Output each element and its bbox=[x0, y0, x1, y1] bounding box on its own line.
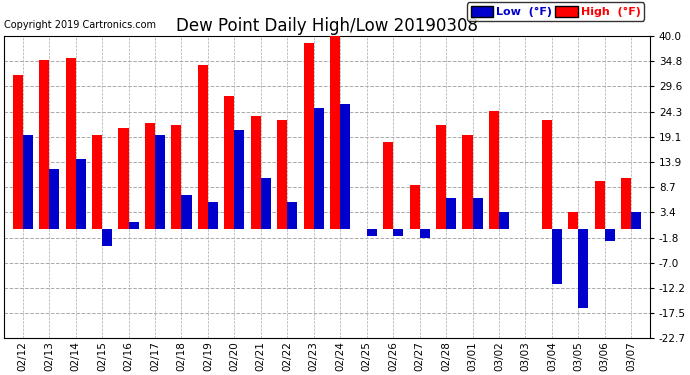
Bar bbox=[542, 120, 552, 229]
Bar bbox=[330, 36, 340, 229]
Bar bbox=[208, 202, 218, 229]
Bar bbox=[314, 108, 324, 229]
Bar bbox=[49, 169, 59, 229]
Bar bbox=[235, 130, 244, 229]
Bar bbox=[446, 198, 456, 229]
Bar bbox=[12, 75, 23, 229]
Bar bbox=[340, 104, 351, 229]
Bar bbox=[462, 135, 473, 229]
Bar bbox=[304, 44, 314, 229]
Bar bbox=[499, 212, 509, 229]
Bar bbox=[473, 198, 482, 229]
Bar bbox=[198, 65, 208, 229]
Bar bbox=[102, 229, 112, 246]
Bar bbox=[128, 222, 139, 229]
Bar bbox=[224, 96, 235, 229]
Bar bbox=[410, 186, 420, 229]
Bar bbox=[489, 111, 499, 229]
Bar bbox=[436, 125, 446, 229]
Bar bbox=[277, 120, 287, 229]
Bar bbox=[420, 229, 430, 237]
Bar bbox=[92, 135, 102, 229]
Bar bbox=[631, 212, 641, 229]
Bar bbox=[595, 181, 605, 229]
Bar bbox=[119, 128, 128, 229]
Bar bbox=[605, 229, 615, 241]
Bar bbox=[171, 125, 181, 229]
Bar bbox=[569, 212, 578, 229]
Bar bbox=[621, 178, 631, 229]
Title: Dew Point Daily High/Low 20190308: Dew Point Daily High/Low 20190308 bbox=[176, 16, 478, 34]
Bar bbox=[393, 229, 403, 236]
Bar bbox=[578, 229, 589, 308]
Bar bbox=[155, 135, 165, 229]
Bar bbox=[552, 229, 562, 284]
Bar bbox=[76, 159, 86, 229]
Bar bbox=[145, 123, 155, 229]
Bar bbox=[287, 202, 297, 229]
Bar bbox=[23, 135, 32, 229]
Bar bbox=[261, 178, 271, 229]
Bar bbox=[250, 116, 261, 229]
Text: Copyright 2019 Cartronics.com: Copyright 2019 Cartronics.com bbox=[4, 20, 156, 30]
Bar bbox=[181, 195, 192, 229]
Legend: Low  (°F), High  (°F): Low (°F), High (°F) bbox=[467, 3, 644, 21]
Bar bbox=[366, 229, 377, 236]
Bar bbox=[383, 142, 393, 229]
Bar bbox=[66, 58, 76, 229]
Bar bbox=[39, 60, 49, 229]
